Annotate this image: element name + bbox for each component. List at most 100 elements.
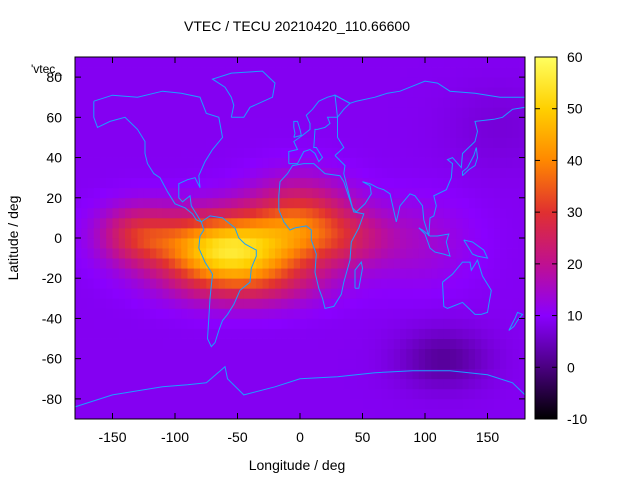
heatmap-cell	[437, 57, 445, 68]
heatmap-cell	[206, 238, 213, 249]
heatmap-cell	[93, 147, 101, 158]
heatmap-cell	[118, 378, 126, 390]
heatmap-cell	[331, 358, 338, 370]
heatmap-cell	[243, 288, 251, 299]
heatmap-cell	[225, 157, 232, 169]
heatmap-cell	[343, 378, 351, 390]
heatmap-cell	[237, 107, 245, 118]
heatmap-cell	[500, 258, 507, 269]
heatmap-cell	[268, 57, 276, 68]
heatmap-cell	[337, 67, 345, 78]
heatmap-cell	[212, 77, 220, 88]
heatmap-cell	[331, 57, 338, 68]
heatmap-cell	[312, 227, 320, 239]
heatmap-cell	[337, 278, 345, 289]
heatmap-cell	[243, 167, 251, 179]
heatmap-cell	[87, 408, 95, 420]
heatmap-cell	[412, 57, 420, 68]
heatmap-cell	[518, 107, 526, 118]
heatmap-cell	[518, 147, 526, 158]
heatmap-cell	[462, 107, 470, 118]
heatmap-cell	[206, 107, 213, 118]
heatmap-cell	[275, 268, 282, 279]
heatmap-cell	[287, 137, 295, 148]
heatmap-cell	[250, 167, 257, 179]
heatmap-cell	[387, 197, 395, 209]
heatmap-cell	[256, 57, 263, 68]
heatmap-cell	[81, 368, 88, 380]
heatmap-cell	[206, 368, 213, 380]
heatmap-cell	[175, 298, 182, 309]
heatmap-cell	[406, 388, 413, 400]
y-tick-label: 40	[46, 150, 62, 166]
heatmap-cell	[212, 177, 220, 189]
heatmap-cell	[450, 408, 457, 420]
heatmap-cell	[393, 207, 401, 219]
heatmap-cell	[118, 67, 126, 78]
heatmap-cell	[381, 87, 388, 98]
heatmap-cell	[118, 398, 126, 410]
heatmap-cell	[187, 77, 195, 88]
heatmap-cell	[418, 288, 426, 299]
heatmap-cell	[331, 77, 338, 88]
heatmap-cell	[250, 328, 257, 339]
heatmap-cell	[118, 278, 126, 289]
heatmap-cell	[418, 127, 426, 138]
heatmap-cell	[181, 67, 188, 78]
heatmap-cell	[156, 107, 163, 118]
heatmap-cell	[356, 137, 363, 148]
y-tick-label: -20	[42, 270, 62, 286]
heatmap-cell	[487, 278, 495, 289]
heatmap-cell	[393, 398, 401, 410]
heatmap-cell	[162, 248, 170, 259]
heatmap-cell	[218, 177, 226, 189]
heatmap-cell	[312, 368, 320, 380]
heatmap-cell	[475, 147, 482, 158]
heatmap-cell	[206, 398, 213, 410]
heatmap-cell	[400, 67, 407, 78]
heatmap-cell	[162, 207, 170, 219]
heatmap-cell	[275, 368, 282, 380]
heatmap-cell	[381, 197, 388, 209]
heatmap-cell	[518, 318, 526, 329]
heatmap-cell	[325, 358, 332, 370]
heatmap-cell	[168, 77, 176, 88]
heatmap-cell	[250, 238, 257, 249]
heatmap-cell	[125, 167, 132, 179]
heatmap-cell	[262, 227, 270, 239]
heatmap-cell	[393, 338, 401, 350]
heatmap-cell	[381, 177, 388, 189]
heatmap-cell	[118, 57, 126, 68]
heatmap-cell	[181, 207, 188, 219]
heatmap-cell	[75, 238, 82, 249]
heatmap-cell	[400, 258, 407, 269]
heatmap-cell	[456, 117, 463, 128]
heatmap-cell	[337, 298, 345, 309]
heatmap-cell	[181, 258, 188, 269]
heatmap-cell	[75, 308, 82, 319]
heatmap-cell	[275, 207, 282, 219]
heatmap-cell	[193, 368, 201, 380]
heatmap-cell	[475, 358, 482, 370]
heatmap-cell	[206, 177, 213, 189]
heatmap-cell	[512, 97, 520, 108]
heatmap-cell	[212, 207, 220, 219]
heatmap-cell	[343, 117, 351, 128]
heatmap-cell	[287, 187, 295, 199]
heatmap-cell	[118, 107, 126, 118]
heatmap-cell	[450, 167, 457, 179]
heatmap-cell	[393, 217, 401, 229]
heatmap-cell	[500, 338, 507, 350]
heatmap-cell	[181, 127, 188, 138]
heatmap-cell	[175, 368, 182, 380]
heatmap-cell	[256, 258, 263, 269]
heatmap-cell	[300, 217, 307, 229]
heatmap-cell	[218, 268, 226, 279]
heatmap-cell	[387, 137, 395, 148]
heatmap-cell	[437, 298, 445, 309]
heatmap-cell	[356, 258, 363, 269]
heatmap-cell	[425, 77, 432, 88]
heatmap-cell	[200, 167, 207, 179]
heatmap-cell	[93, 197, 101, 209]
heatmap-cell	[118, 197, 126, 209]
